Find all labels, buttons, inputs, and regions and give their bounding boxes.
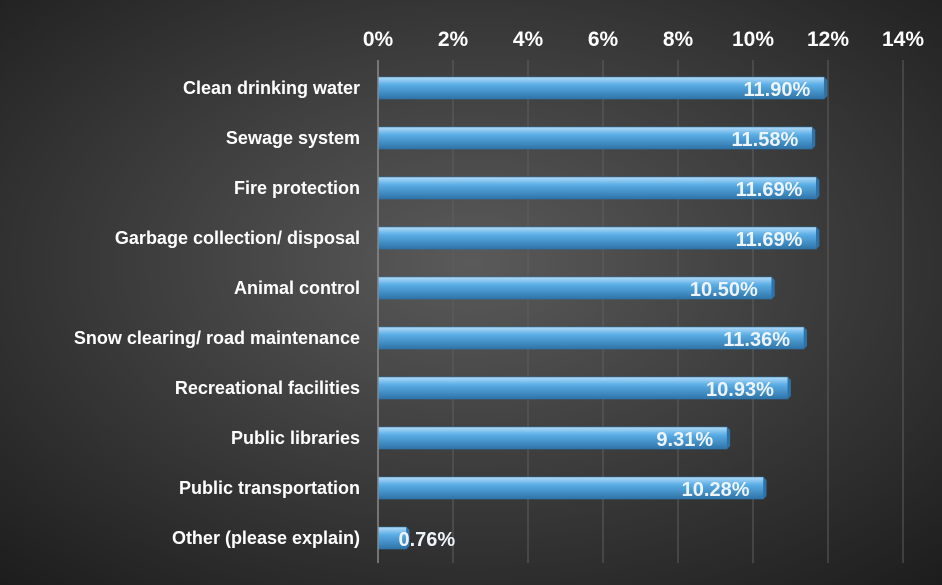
x-tick-label: 0% [363, 28, 394, 51]
bar-end-cap [763, 477, 767, 499]
x-axis-tick-labels: 0% 2% 4% 6% 8% 10% 12% 14% [363, 28, 925, 51]
data-label: 10.50% [690, 279, 758, 301]
category-label: Garbage collection/ disposal [115, 228, 360, 248]
bar-end-cap [727, 427, 731, 449]
bar-end-cap [812, 127, 816, 149]
data-label: 10.93% [706, 379, 774, 401]
data-label: 11.58% [732, 129, 799, 151]
x-tick-label: 6% [588, 28, 619, 51]
data-label: 10.28% [682, 479, 750, 501]
data-label: 11.90% [744, 79, 811, 101]
bar-end-cap [787, 377, 791, 399]
category-label: Public transportation [179, 478, 360, 498]
bar-end-cap [824, 77, 828, 99]
data-label: 11.69% [736, 179, 803, 201]
bar-end-cap [816, 177, 820, 199]
x-tick-label: 2% [438, 28, 469, 51]
category-label: Recreational facilities [175, 378, 360, 398]
x-tick-label: 4% [513, 28, 544, 51]
category-labels: Clean drinking water Sewage system Fire pr… [74, 78, 360, 548]
data-label: 9.31% [656, 429, 713, 451]
category-label: Fire protection [234, 178, 360, 198]
data-label: 0.76% [399, 529, 456, 551]
x-tick-label: 10% [732, 28, 774, 51]
data-labels: 11.90% 11.58% 11.69% 11.69% 10.50% 11.36% 10.9… [399, 79, 811, 551]
category-label: Other (please explain) [172, 528, 360, 548]
category-label: Sewage system [226, 128, 360, 148]
category-label: Clean drinking water [183, 78, 360, 98]
category-label: Public libraries [231, 428, 360, 448]
x-tick-label: 8% [663, 28, 694, 51]
x-tick-label: 12% [807, 28, 849, 51]
bar-end-cap [406, 527, 410, 549]
category-label: Animal control [234, 278, 360, 298]
data-label: 11.69% [736, 229, 803, 251]
bar-end-cap [771, 277, 775, 299]
bars [377, 76, 828, 550]
x-tick-label: 14% [882, 28, 924, 51]
data-label: 11.36% [723, 329, 790, 351]
bar-end-cap [816, 227, 820, 249]
category-label: Snow clearing/ road maintenance [74, 328, 360, 348]
bar-end-cap [804, 327, 807, 349]
